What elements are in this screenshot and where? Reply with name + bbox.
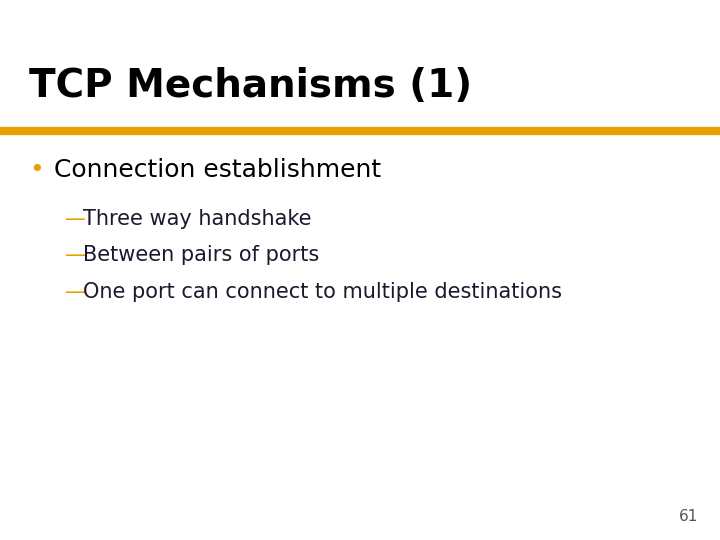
Text: •: • [29, 158, 43, 182]
Text: Between pairs of ports: Between pairs of ports [83, 245, 319, 266]
Text: —: — [65, 208, 86, 229]
Text: Three way handshake: Three way handshake [83, 208, 311, 229]
Text: 61: 61 [679, 509, 698, 524]
Text: —: — [65, 245, 86, 266]
Text: One port can connect to multiple destinations: One port can connect to multiple destina… [83, 282, 562, 302]
Text: Connection establishment: Connection establishment [54, 158, 381, 182]
Text: TCP Mechanisms (1): TCP Mechanisms (1) [29, 68, 472, 105]
Text: —: — [65, 282, 86, 302]
